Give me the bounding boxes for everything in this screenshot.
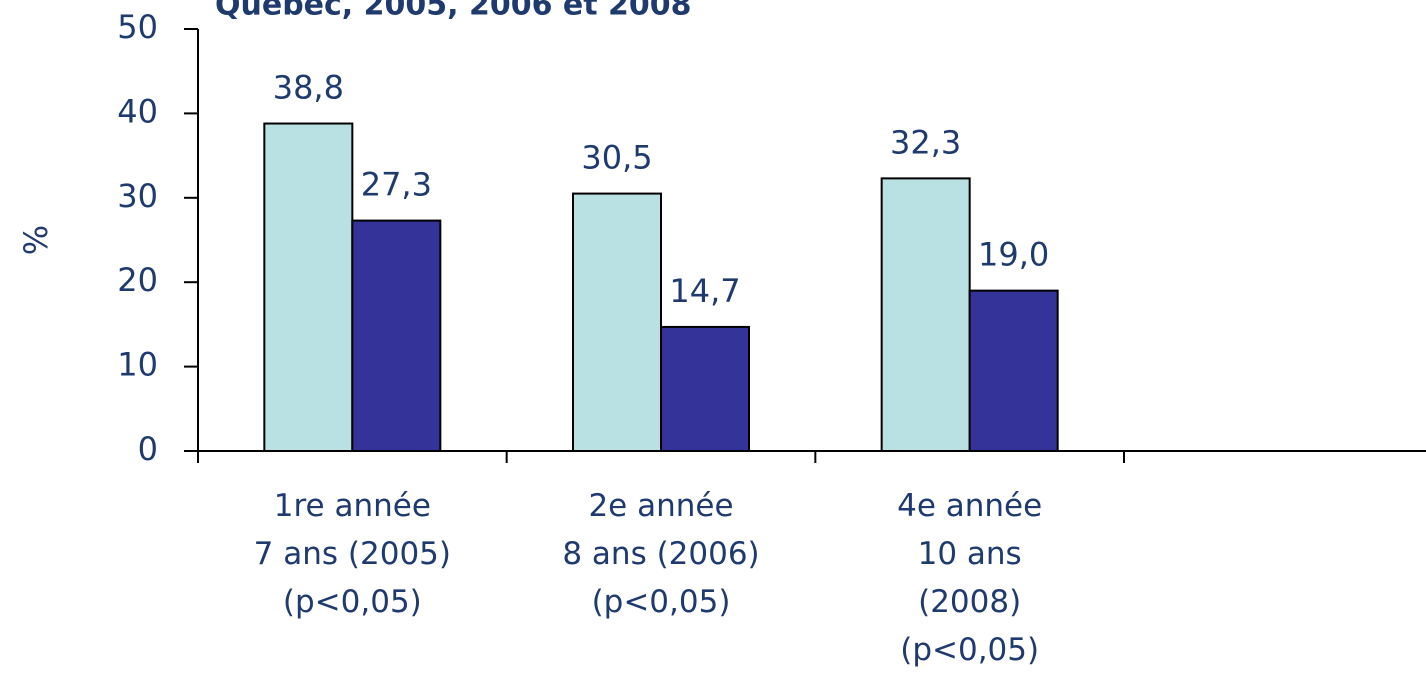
value-label: 30,5 bbox=[581, 139, 652, 177]
chart-title: Québec, 2005, 2006 et 2008 bbox=[215, 0, 692, 23]
bar bbox=[968, 289, 1059, 453]
value-label: 19,0 bbox=[978, 236, 1049, 274]
y-tick-label: 10 bbox=[117, 346, 158, 384]
value-label: 32,3 bbox=[890, 123, 961, 161]
value-label: 38,8 bbox=[273, 69, 344, 107]
bar bbox=[351, 219, 442, 452]
bar bbox=[660, 325, 750, 453]
bar bbox=[572, 192, 662, 453]
y-tick-label: 50 bbox=[117, 8, 158, 46]
bar bbox=[263, 122, 354, 452]
y-tick-label: 0 bbox=[138, 430, 158, 468]
x-tick-label: 4e année 10 ans (2008) (p<0,05) bbox=[897, 488, 1043, 668]
x-tick-label: 1re année 7 ans (2005) (p<0,05) bbox=[253, 488, 451, 620]
y-axis-label: % bbox=[17, 225, 55, 255]
value-label: 14,7 bbox=[669, 272, 740, 310]
y-tick-label: 20 bbox=[117, 261, 158, 299]
y-tick-label: 30 bbox=[117, 177, 158, 215]
bar bbox=[880, 177, 971, 452]
x-tick-label: 2e année 8 ans (2006) (p<0,05) bbox=[562, 488, 760, 620]
y-tick-label: 40 bbox=[117, 92, 158, 130]
value-label: 27,3 bbox=[361, 166, 432, 204]
